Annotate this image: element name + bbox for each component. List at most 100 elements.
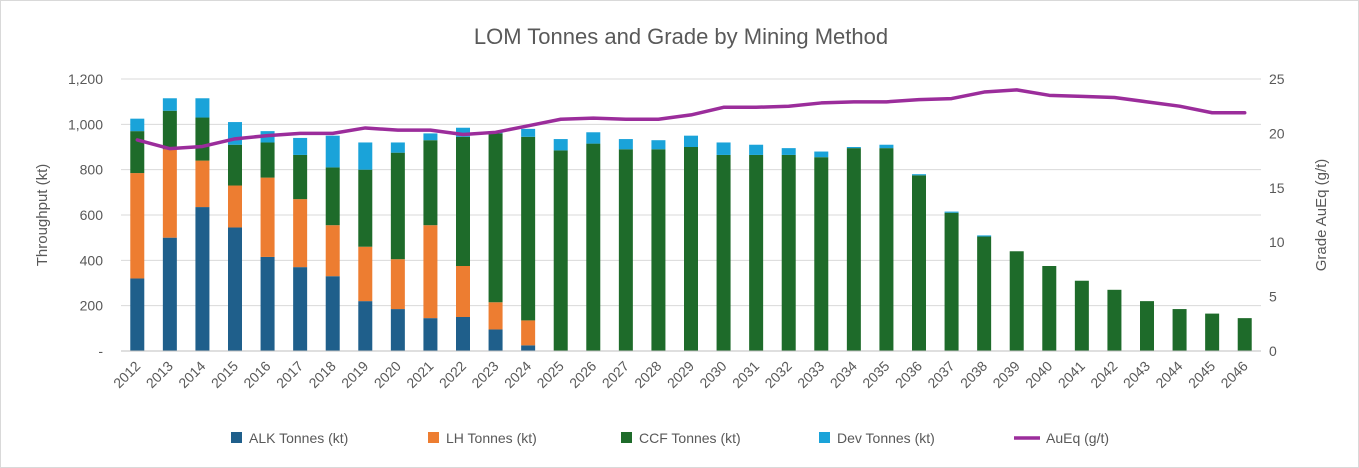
- legend-label: Dev Tonnes (kt): [837, 430, 935, 446]
- y2-tick-label: 0: [1269, 343, 1277, 359]
- bar-segment-ccf: [293, 154, 308, 200]
- y2-tick-label: 5: [1269, 289, 1277, 305]
- bar-segment-dev: [618, 139, 633, 150]
- y2-tick-label: 20: [1269, 125, 1285, 141]
- x-tick-label: 2044: [1152, 358, 1185, 391]
- x-tick-label: 2015: [208, 358, 241, 391]
- legend-label: ALK Tonnes (kt): [249, 430, 348, 446]
- bar-segment-lh: [456, 266, 470, 317]
- x-tick-label: 2037: [924, 358, 957, 391]
- bar-segment-lh: [293, 199, 308, 268]
- bar-segment-ccf: [456, 136, 470, 266]
- line-layer: [135, 88, 1247, 151]
- x-tick-label: 2021: [403, 358, 436, 391]
- bar-segment-dev: [814, 151, 829, 158]
- x-tick-label: 2013: [143, 358, 176, 391]
- bar-segment-dev: [651, 140, 666, 150]
- bar-segment-lh: [228, 185, 242, 228]
- bar-segment-alk: [390, 309, 405, 351]
- bar-segment-alk: [228, 227, 242, 351]
- x-tick-label: 2040: [1022, 358, 1055, 391]
- bar-segment-ccf: [618, 149, 633, 351]
- chart-title: LOM Tonnes and Grade by Mining Method: [474, 24, 888, 49]
- bar-segment-dev: [325, 135, 340, 168]
- legend-swatch: [819, 432, 830, 443]
- bar-segment-ccf: [325, 167, 340, 226]
- bar-segment-ccf: [358, 169, 373, 247]
- x-tick-label: 2038: [957, 358, 990, 391]
- bar-segment-lh: [358, 246, 373, 302]
- bar-segment-lh: [488, 302, 503, 330]
- bar-segment-alk: [293, 267, 308, 351]
- bar-segment-ccf: [260, 142, 275, 178]
- bar-segment-lh: [423, 225, 438, 319]
- bar-segment-dev: [586, 132, 601, 144]
- bar-segment-ccf: [390, 152, 405, 260]
- bar-segment-ccf: [977, 236, 992, 351]
- bar-segment-dev: [358, 142, 373, 170]
- bar-segment-dev: [553, 139, 568, 151]
- x-tick-label: 2014: [175, 358, 208, 391]
- bar-segment-ccf: [1074, 280, 1089, 351]
- y2-axis-title: Grade AuEq (g/t): [1313, 159, 1330, 272]
- x-tick-label: 2026: [566, 358, 599, 391]
- y-tick-label: 400: [80, 252, 104, 268]
- legend-label: LH Tonnes (kt): [446, 430, 537, 446]
- bar-segment-ccf: [488, 133, 503, 303]
- bar-segment-lh: [325, 225, 340, 277]
- bar-segment-dev: [749, 144, 764, 155]
- legend-swatch: [231, 432, 242, 443]
- bar-segment-dev: [130, 118, 145, 132]
- x-tick-label: 2016: [240, 358, 273, 391]
- x-tick-label: 2032: [761, 358, 794, 391]
- bar-segment-ccf: [162, 110, 177, 150]
- bar-segment-ccf: [1009, 251, 1024, 351]
- bar-segment-dev: [684, 135, 698, 147]
- bar-segment-dev: [390, 142, 405, 153]
- x-tick-label: 2017: [273, 358, 306, 391]
- bar-segment-dev: [944, 211, 959, 213]
- legend-swatch: [621, 432, 632, 443]
- bar-segment-ccf: [749, 154, 764, 351]
- x-tick-label: 2020: [371, 358, 404, 391]
- x-tick-label: 2023: [468, 358, 501, 391]
- x-tick-label: 2039: [989, 358, 1022, 391]
- y-tick-label: -: [98, 343, 103, 359]
- y-tick-label: 800: [80, 162, 104, 178]
- bar-segment-lh: [390, 259, 405, 310]
- bar-segment-lh: [130, 173, 145, 279]
- bar-segment-ccf: [814, 157, 829, 351]
- x-tick-label: 2030: [696, 358, 729, 391]
- bar-segment-alk: [358, 301, 373, 351]
- x-tick-label: 2045: [1185, 358, 1218, 391]
- x-tick-label: 2034: [827, 358, 860, 391]
- x-tick-label: 2019: [338, 358, 371, 391]
- legend-label: CCF Tonnes (kt): [639, 430, 741, 446]
- auEq-line: [135, 88, 1247, 151]
- y2-tick-label: 25: [1269, 71, 1285, 87]
- bar-segment-ccf: [651, 149, 666, 351]
- bar-segment-alk: [260, 256, 275, 351]
- x-tick-label: 2041: [1055, 358, 1088, 391]
- x-tick-label: 2024: [501, 358, 534, 391]
- y-axis-title: Throughput (kt): [34, 164, 51, 267]
- bar-segment-ccf: [586, 143, 601, 351]
- bar-segment-dev: [195, 98, 210, 118]
- bar-segment-ccf: [846, 148, 861, 351]
- bar-segment-ccf: [228, 144, 242, 186]
- y-tick-label: 200: [80, 298, 104, 314]
- bar-segment-ccf: [195, 117, 210, 161]
- bar-segment-ccf: [423, 140, 438, 226]
- bar-segment-dev: [879, 144, 894, 149]
- bar-segment-ccf: [716, 154, 731, 351]
- bar-segment-alk: [162, 237, 177, 351]
- x-tick-label: 2012: [110, 358, 143, 391]
- x-tick-label: 2036: [892, 358, 925, 391]
- x-tick-label: 2025: [533, 358, 566, 391]
- bar-segment-dev: [977, 235, 992, 237]
- bar-segment-dev: [781, 148, 796, 155]
- x-tick-label: 2035: [859, 358, 892, 391]
- y-tick-label: 1,200: [68, 71, 103, 87]
- bar-segment-ccf: [1237, 318, 1252, 351]
